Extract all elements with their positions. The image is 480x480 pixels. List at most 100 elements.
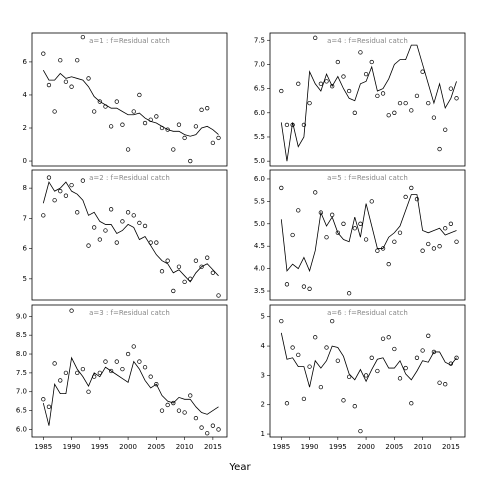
data-point xyxy=(148,374,153,379)
data-point xyxy=(290,345,295,350)
data-point xyxy=(420,348,425,353)
panel-title: a=1 : f=Residual catch xyxy=(89,37,170,45)
data-point xyxy=(46,82,52,88)
data-point xyxy=(46,175,52,180)
y-tick-label: 6.5 xyxy=(16,407,27,415)
data-point xyxy=(131,213,136,218)
x-tick-label: 2005 xyxy=(385,443,403,451)
y-tick-label: 6 xyxy=(23,58,28,66)
data-point xyxy=(420,248,425,253)
data-point xyxy=(86,243,91,248)
data-point xyxy=(341,74,346,79)
data-point xyxy=(426,241,431,247)
data-point xyxy=(154,240,159,245)
data-point xyxy=(216,293,221,298)
data-point xyxy=(210,270,216,275)
data-point xyxy=(58,378,63,383)
data-point xyxy=(284,122,290,128)
data-point xyxy=(409,108,414,113)
data-point xyxy=(216,135,221,141)
y-tick-label: 6.0 xyxy=(16,425,27,433)
data-point xyxy=(92,109,97,114)
data-point xyxy=(75,370,80,376)
data-point xyxy=(330,84,335,89)
panel-title: a=2 : f=Residual catch xyxy=(89,174,170,182)
y-tick-label: 5.5 xyxy=(254,197,265,205)
data-point xyxy=(363,71,369,77)
data-point xyxy=(114,99,119,104)
y-tick-label: 7.5 xyxy=(16,369,27,377)
panel-title: a=4 : f=Residual catch xyxy=(327,37,408,45)
panel-title: a=3 : f=Residual catch xyxy=(89,309,170,317)
x-tick-label: 1985 xyxy=(272,443,290,451)
data-point xyxy=(108,368,114,374)
data-point xyxy=(125,210,131,215)
data-point xyxy=(397,100,403,106)
data-point xyxy=(137,359,142,364)
data-point xyxy=(301,284,307,289)
data-point xyxy=(431,246,437,251)
data-point xyxy=(176,264,182,269)
data-point xyxy=(454,355,459,360)
data-point xyxy=(41,213,46,218)
data-point xyxy=(284,282,290,287)
data-point xyxy=(125,147,131,152)
data-point xyxy=(324,79,329,84)
data-point xyxy=(437,146,442,152)
data-point xyxy=(375,368,380,374)
data-point xyxy=(409,185,414,191)
data-point xyxy=(63,79,69,84)
y-tick-label: 6.5 xyxy=(254,85,265,93)
data-point xyxy=(431,115,437,120)
data-point xyxy=(414,93,420,99)
data-point xyxy=(199,425,204,430)
data-point xyxy=(159,269,165,274)
data-point xyxy=(159,408,165,413)
data-point xyxy=(443,127,448,132)
data-point xyxy=(279,185,284,191)
data-point xyxy=(86,76,91,81)
data-point xyxy=(120,122,125,127)
data-point xyxy=(80,34,86,40)
data-point xyxy=(103,228,108,233)
y-tick-label: 7.5 xyxy=(254,36,265,44)
data-point xyxy=(318,384,324,390)
y-tick-label: 5 xyxy=(261,313,265,321)
data-point xyxy=(97,237,102,242)
data-point xyxy=(313,35,318,40)
data-point xyxy=(193,258,199,263)
data-point xyxy=(182,135,187,141)
y-tick-label: 3 xyxy=(261,371,265,379)
data-point xyxy=(284,401,290,406)
x-tick-label: 2010 xyxy=(176,443,194,451)
data-point xyxy=(92,225,97,230)
data-point xyxy=(335,230,340,235)
data-point xyxy=(352,404,357,409)
data-point xyxy=(380,91,386,96)
data-point xyxy=(313,335,318,340)
data-point xyxy=(279,318,284,324)
y-tick-label: 8.5 xyxy=(16,331,27,339)
data-point xyxy=(341,221,346,226)
data-point xyxy=(165,258,170,263)
x-tick-label: 2000 xyxy=(357,443,375,451)
data-point xyxy=(290,232,295,238)
x-tick-label: 2010 xyxy=(414,443,432,451)
data-point xyxy=(386,335,391,340)
line-series xyxy=(42,356,219,426)
y-tick-label: 7.0 xyxy=(16,388,27,396)
data-point xyxy=(131,344,136,349)
panel-frame xyxy=(269,169,466,301)
data-point xyxy=(409,401,414,406)
data-point xyxy=(41,397,46,402)
data-point xyxy=(301,396,307,402)
data-point xyxy=(363,237,369,242)
data-point xyxy=(193,124,199,129)
data-point xyxy=(403,194,408,200)
data-point xyxy=(363,373,369,378)
x-tick-label: 1990 xyxy=(301,443,319,451)
y-tick-label: 2 xyxy=(23,124,27,132)
data-point xyxy=(335,358,340,363)
line-series xyxy=(42,181,219,283)
